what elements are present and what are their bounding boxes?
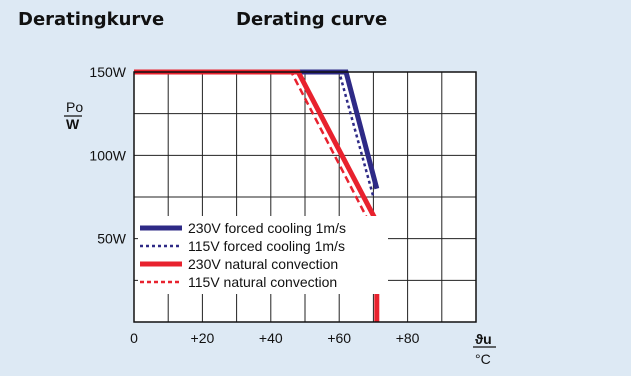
x-tick-label: +80 — [396, 330, 420, 346]
legend-label-2: 115V forced cooling 1m/s — [188, 238, 345, 254]
y-tick-label: 150W — [89, 64, 126, 80]
chart-axes — [133, 71, 477, 323]
y-unit: W — [66, 116, 80, 132]
chart-heading-german: Deratingkurve — [18, 9, 165, 30]
chart-heading-english: Derating curve — [236, 9, 388, 30]
chart-legend: 230V forced cooling 1m/s 115V forced cool… — [138, 216, 388, 294]
y-tick-label: 50W — [97, 231, 127, 247]
y-unit-symbol: Po — [66, 99, 83, 115]
x-tick-label: 0 — [130, 330, 138, 346]
chart-ticks: 50W 100W 150W 0 +20 +40 +60 +80 — [89, 64, 419, 346]
x-tick-label: +20 — [191, 330, 215, 346]
legend-label-4: 115V natural convection — [188, 274, 337, 290]
legend-label-3: 230V natural convection — [188, 256, 338, 272]
x-unit: °C — [475, 351, 491, 367]
x-tick-label: +40 — [259, 330, 283, 346]
x-tick-label: +60 — [327, 330, 351, 346]
legend-label-1: 230V forced cooling 1m/s — [188, 220, 346, 236]
y-tick-label: 100W — [89, 147, 126, 163]
x-unit-symbol: ϑu — [475, 331, 492, 347]
plot-frame — [133, 71, 477, 323]
